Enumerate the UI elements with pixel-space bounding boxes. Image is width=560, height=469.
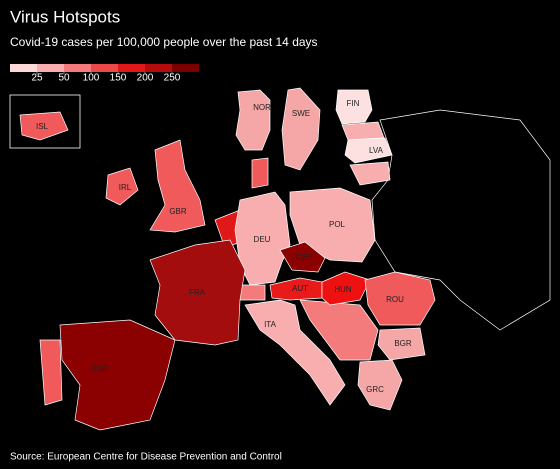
country xyxy=(244,299,346,406)
country-label: NOR xyxy=(253,103,271,112)
country xyxy=(39,339,63,406)
country xyxy=(289,187,376,263)
country-label: ESP xyxy=(92,365,108,374)
legend-swatch xyxy=(91,64,118,72)
legend-tick-label: 25 xyxy=(31,73,43,84)
country xyxy=(235,89,271,151)
country-label: CZE xyxy=(296,253,312,262)
legend-tick-label: 150 xyxy=(110,73,127,84)
country-label: IRL xyxy=(119,183,132,192)
legend-tick-label: 250 xyxy=(164,73,181,84)
country-label: ROU xyxy=(386,295,404,304)
country xyxy=(344,137,393,164)
non-data-land xyxy=(371,109,551,331)
source: Source: European Centre for Disease Prev… xyxy=(10,452,282,463)
legend-swatch xyxy=(37,64,64,72)
country-label: SWE xyxy=(292,109,310,118)
country xyxy=(377,327,426,361)
legend-tick-label: 200 xyxy=(137,73,154,84)
country xyxy=(239,284,266,301)
inset-frame xyxy=(9,94,81,149)
country-label: ISL xyxy=(36,122,49,131)
title: Virus Hotspots xyxy=(10,7,120,26)
country xyxy=(341,121,385,141)
country-label: BGR xyxy=(394,339,412,348)
country-label: ITA xyxy=(264,320,277,329)
legend-tick-label: 50 xyxy=(58,73,70,84)
legend-swatch xyxy=(10,64,37,72)
legend-swatch xyxy=(172,64,199,72)
country-label: POL xyxy=(329,220,346,229)
country xyxy=(234,191,291,286)
country xyxy=(281,87,321,171)
country xyxy=(251,157,269,189)
legend-swatch xyxy=(64,64,91,72)
country xyxy=(357,359,403,411)
legend: 25 50 100 150 200 250 xyxy=(10,64,199,84)
country xyxy=(149,139,206,233)
country-label: FIN xyxy=(347,99,360,108)
country xyxy=(19,111,69,141)
country xyxy=(349,161,391,186)
country-label: AUT xyxy=(292,284,308,293)
countries: NOR SWE FIN LVA ISL IRL GBR DEU POL CZE FRA AUT HUN R… xyxy=(19,87,436,431)
country xyxy=(279,241,326,273)
legend-swatch xyxy=(145,64,172,72)
country xyxy=(149,239,246,346)
country xyxy=(321,271,371,306)
country-label: LVA xyxy=(369,146,384,155)
country-label: HUN xyxy=(334,285,352,294)
legend-tick-label: 100 xyxy=(83,73,100,84)
country xyxy=(59,319,176,431)
country-label: FRA xyxy=(189,288,206,297)
country xyxy=(335,89,373,125)
country-label: GBR xyxy=(169,207,187,216)
country xyxy=(364,271,436,326)
country-label: GRC xyxy=(366,385,384,394)
country-label: DEU xyxy=(254,235,271,244)
legend-swatch xyxy=(118,64,145,72)
country xyxy=(299,299,379,361)
subtitle: Covid-19 cases per 100,000 people over t… xyxy=(10,35,318,49)
country xyxy=(105,167,139,206)
